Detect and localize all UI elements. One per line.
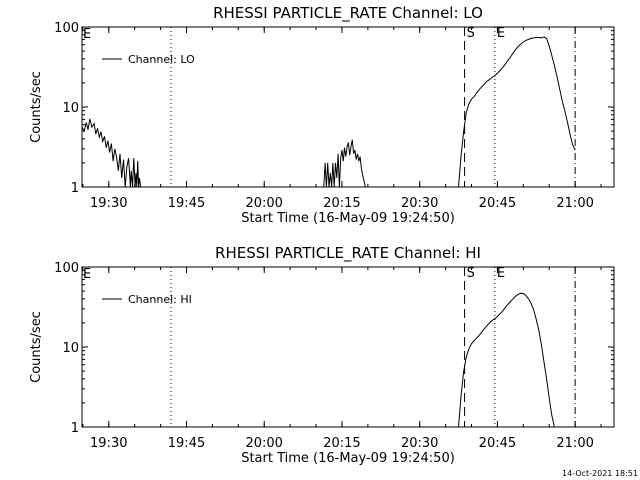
x-tick-label: 20:30 xyxy=(401,436,438,451)
x-axis-label: Start Time (16-May-09 19:24:50) xyxy=(241,211,455,226)
series-line xyxy=(458,292,555,427)
chart-title: RHESSI PARTICLE_RATE Channel: HI xyxy=(215,244,481,263)
x-tick-label: 20:15 xyxy=(323,196,360,211)
legend-entry: Channel: HI xyxy=(128,293,192,306)
y-tick-label: 100 xyxy=(54,261,79,276)
x-tick-label: 20:00 xyxy=(245,436,282,451)
event-marker-label: E xyxy=(497,266,505,281)
x-tick-label: 21:00 xyxy=(556,436,593,451)
x-axis-label: Start Time (16-May-09 19:24:50) xyxy=(241,451,455,466)
chart-panel-hi: RHESSI PARTICLE_RATE Channel: HI 1 10 100 19… xyxy=(29,244,615,466)
x-tick-label: 19:30 xyxy=(90,196,127,211)
series-line xyxy=(323,139,366,187)
corner-label: E xyxy=(83,27,91,42)
y-tick-label: 100 xyxy=(54,21,79,36)
x-tick-label: 21:00 xyxy=(556,196,593,211)
corner-label: E xyxy=(83,267,91,282)
plot-frame xyxy=(81,266,615,428)
chart-panel-lo: RHESSI PARTICLE_RATE Channel: LO 1 10 100 19… xyxy=(29,4,615,226)
y-axis-label: Counts/sec xyxy=(29,311,44,383)
y-tick-label: 10 xyxy=(62,341,79,356)
x-tick-label: 20:45 xyxy=(479,196,516,211)
x-tick-label: 20:15 xyxy=(323,436,360,451)
x-tick-label: 20:45 xyxy=(479,436,516,451)
x-tick-label: 19:45 xyxy=(168,436,205,451)
series-line xyxy=(458,36,576,187)
x-tick-label: 20:30 xyxy=(401,196,438,211)
plot-frame xyxy=(81,26,615,188)
x-tick-label: 20:00 xyxy=(245,196,282,211)
x-tick-label: 19:30 xyxy=(90,436,127,451)
y-axis-label: Counts/sec xyxy=(29,71,44,143)
legend-entry: Channel: LO xyxy=(128,53,195,66)
y-tick-label: 1 xyxy=(71,181,79,196)
series-line xyxy=(82,118,142,187)
footer-timestamp: 14-Oct-2021 18:51 xyxy=(562,469,638,478)
y-tick-label: 1 xyxy=(71,421,79,436)
chart-title: RHESSI PARTICLE_RATE Channel: LO xyxy=(213,4,483,23)
x-tick-label: 19:45 xyxy=(168,196,205,211)
event-marker-label: S xyxy=(467,266,475,281)
event-marker-label: S xyxy=(467,26,475,41)
y-tick-label: 10 xyxy=(62,101,79,116)
event-marker-label: E xyxy=(497,26,505,41)
